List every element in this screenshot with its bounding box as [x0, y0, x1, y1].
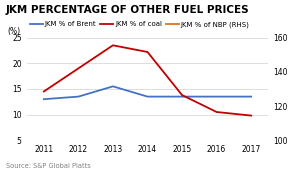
JKM % of coal — [111, 44, 115, 46]
JKM % of coal — [146, 51, 149, 53]
JKM % of coal — [215, 111, 218, 113]
Text: Source: S&P Global Platts: Source: S&P Global Platts — [6, 163, 91, 169]
JKM % of coal — [42, 90, 46, 93]
Text: JKM PERCENTAGE OF OTHER FUEL PRICES: JKM PERCENTAGE OF OTHER FUEL PRICES — [6, 5, 250, 15]
JKM % of Brent — [249, 96, 253, 98]
JKM % of coal — [180, 94, 184, 96]
Text: (%): (%) — [7, 27, 20, 36]
JKM % of Brent — [111, 85, 115, 87]
Line: JKM % of coal: JKM % of coal — [44, 45, 251, 116]
Line: JKM % of Brent: JKM % of Brent — [44, 86, 251, 99]
JKM % of Brent — [180, 96, 184, 98]
JKM % of Brent — [215, 96, 218, 98]
JKM % of coal — [77, 67, 80, 69]
JKM % of Brent — [42, 98, 46, 100]
Legend: JKM % of Brent, JKM % of coal, JKM % of NBP (RHS): JKM % of Brent, JKM % of coal, JKM % of … — [30, 21, 250, 28]
JKM % of Brent — [146, 96, 149, 98]
JKM % of coal — [249, 115, 253, 117]
JKM % of Brent — [77, 96, 80, 98]
